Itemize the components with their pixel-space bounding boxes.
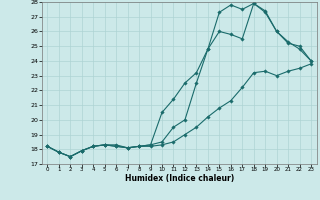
X-axis label: Humidex (Indice chaleur): Humidex (Indice chaleur) [124,174,234,183]
